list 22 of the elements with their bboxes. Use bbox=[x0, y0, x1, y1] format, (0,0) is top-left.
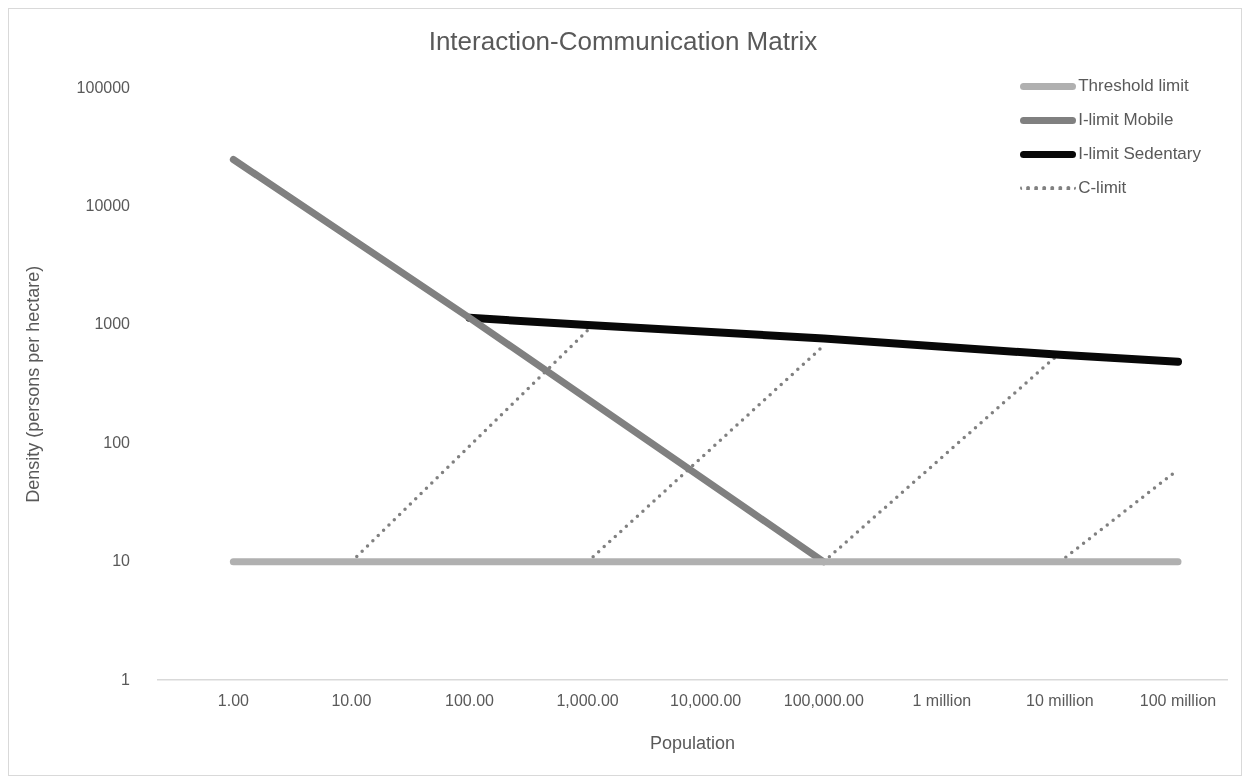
chart-title: Interaction-Communication Matrix bbox=[428, 25, 818, 56]
y-tick-label: 100 bbox=[103, 433, 131, 451]
x-tick-label: 10.00 bbox=[331, 692, 372, 710]
x-tick-label: 1 million bbox=[912, 692, 972, 710]
y-axis-title: Density (persons per hectare) bbox=[22, 265, 43, 503]
x-tick-label: 10,000.00 bbox=[670, 692, 742, 710]
legend-label: I-limit Mobile bbox=[1078, 110, 1174, 130]
x-axis-title: Population bbox=[649, 733, 736, 754]
legend-label: Threshold limit bbox=[1078, 76, 1189, 96]
y-tick-label: 1000 bbox=[94, 315, 131, 333]
y-tick-label: 10 bbox=[112, 552, 131, 570]
legend-label: I-limit Sedentary bbox=[1078, 144, 1201, 164]
x-tick-label: 100,000.00 bbox=[783, 692, 864, 710]
x-tick-label: 10 million bbox=[1026, 692, 1094, 710]
legend-label: C-limit bbox=[1078, 178, 1127, 198]
y-tick-label: 100000 bbox=[76, 78, 131, 96]
x-tick-label: 1.00 bbox=[217, 692, 250, 710]
x-tick-label: 100.00 bbox=[445, 692, 495, 710]
x-tick-label: 100 million bbox=[1139, 692, 1217, 710]
y-tick-label: 1 bbox=[121, 670, 131, 688]
y-tick-label: 10000 bbox=[85, 197, 131, 215]
x-tick-label: 1,000.00 bbox=[556, 692, 619, 710]
